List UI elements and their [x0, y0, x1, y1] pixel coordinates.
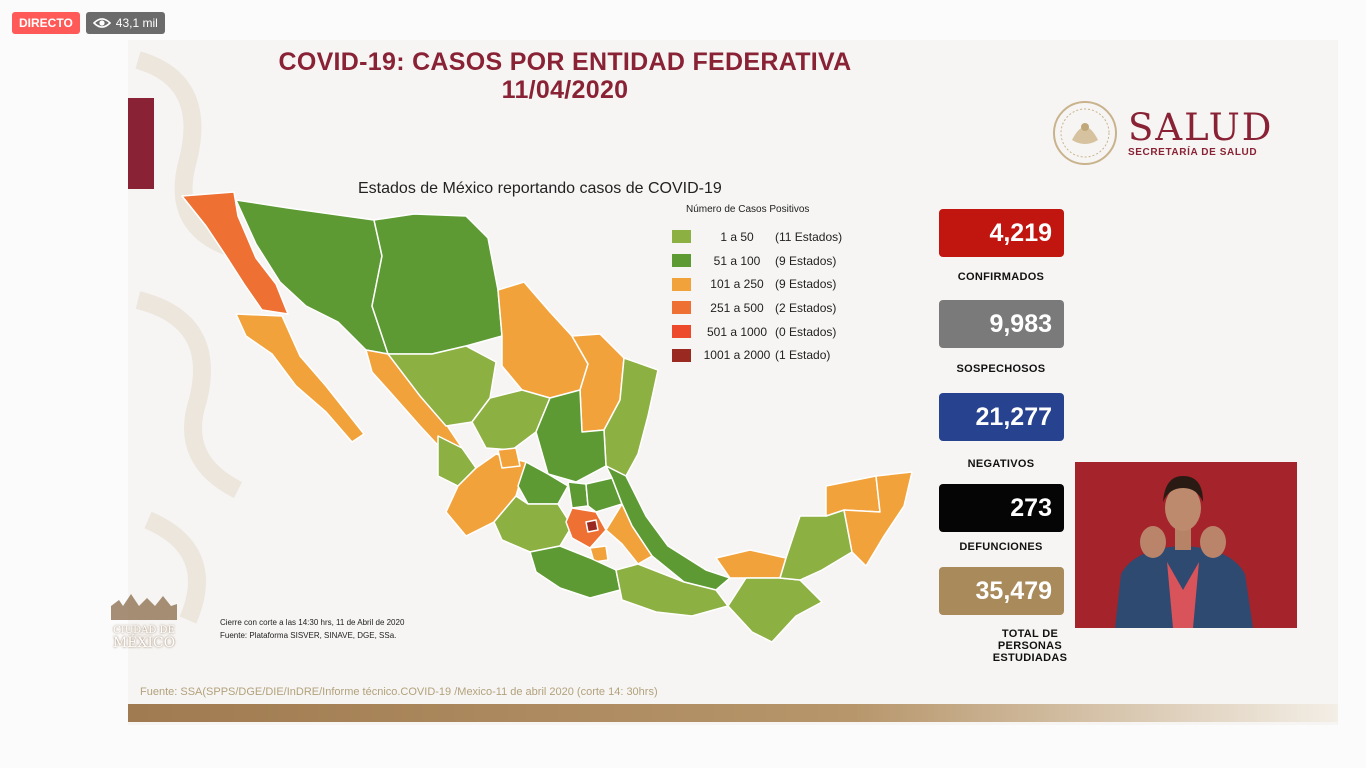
map-state-queretaro: [567, 481, 589, 509]
legend-swatch: [672, 230, 691, 244]
stat-label-total: TOTAL DE PERSONAS ESTUDIADAS: [975, 628, 1085, 664]
stat-label-total-line-2: PERSONAS: [997, 640, 1063, 652]
legend-item: 251 a 500 (2 Estados): [672, 296, 842, 320]
map-notes: Cierre con corte a las 14:30 hrs, 11 de …: [220, 616, 404, 642]
sign-language-interpreter-video: [1075, 462, 1297, 628]
ciudad-line-1: CIUDAD DE: [113, 625, 175, 636]
map-state-chihuahua: [371, 213, 503, 355]
stat-box-negativos: 21,277: [939, 393, 1064, 441]
legend-swatch: [672, 348, 691, 362]
map-title: Estados de México reportando casos de CO…: [358, 180, 722, 197]
map-state-cdmx: [585, 519, 599, 533]
legend-swatch: [672, 277, 691, 291]
legend-count: (9 Estados): [775, 253, 837, 268]
legend-range: 51 a 100: [713, 253, 761, 268]
stat-label-defunciones: DEFUNCIONES: [959, 541, 1043, 553]
bottom-gradient-bar: [128, 704, 1338, 722]
stat-value: 4,219: [989, 219, 1052, 247]
interpreter-figure: [1075, 462, 1297, 628]
stat-label-sospechosos: SOSPECHOSOS: [956, 363, 1046, 375]
map-state-morelos: [589, 545, 609, 563]
legend-item: 51 a 100 (9 Estados): [672, 249, 842, 273]
legend-range: 251 a 500: [710, 300, 764, 315]
legend-item: 1 a 50 (11 Estados): [672, 225, 842, 249]
eye-icon: [92, 18, 111, 28]
stat-box-confirmados: 4,219: [939, 209, 1064, 257]
map-state-oaxaca: [615, 563, 729, 617]
accent-bar: [128, 98, 154, 189]
logo-word: SALUD: [1128, 105, 1274, 149]
live-badge: DIRECTO: [12, 12, 80, 34]
stat-label-negativos: NEGATIVOS: [967, 458, 1035, 470]
stat-value: 21,277: [975, 403, 1052, 431]
legend-item: 501 a 1000 (0 Estados): [672, 320, 842, 344]
map-state-chiapas: [727, 577, 823, 643]
map-state-mexico: [565, 507, 607, 549]
stat-label-confirmados: CONFIRMADOS: [957, 271, 1045, 283]
map-legend: Número de Casos Positivos 1 a 50 (11 Est…: [672, 204, 842, 367]
map-state-tabasco: [715, 549, 787, 579]
stat-box-total: 35,479: [939, 567, 1064, 615]
legend-range: 501 a 1000: [706, 324, 768, 339]
map-state-quintana-roo: [843, 471, 913, 567]
legend-range: 1001 a 2000: [703, 348, 771, 363]
view-count: 43,1 mil: [115, 16, 158, 30]
legend-item: 1001 a 2000 (1 Estado): [672, 343, 842, 367]
legend-count: (1 Estado): [775, 348, 831, 363]
legend-swatch: [672, 301, 691, 315]
map-state-aguascalientes: [497, 447, 521, 469]
stat-box-defunciones: 273: [939, 484, 1064, 532]
logo-subtitle: SECRETARÍA DE SALUD: [1128, 146, 1258, 158]
mexico-map: [181, 191, 913, 643]
map-state-campeche: [779, 509, 853, 581]
salud-logo: SALUD SECRETARÍA DE SALUD: [1052, 100, 1273, 166]
national-seal-icon: [1053, 101, 1117, 165]
legend-count: (2 Estados): [775, 300, 837, 315]
legend-item: 101 a 250 (9 Estados): [672, 272, 842, 296]
legend-swatch: [672, 254, 691, 268]
ciudad-line-2: MÉXICO: [112, 635, 176, 651]
legend-title: Número de Casos Positivos: [686, 204, 810, 215]
title-date: 11/04/2020: [501, 76, 629, 104]
view-count-badge: 43,1 mil: [85, 12, 165, 34]
map-state-baja-california: [181, 191, 289, 315]
legend-range: 101 a 250: [710, 277, 764, 292]
slide-title: COVID-19: CASOS POR ENTIDAD FEDERATIVA 1…: [230, 48, 900, 104]
legend-range: 1 a 50: [720, 229, 754, 244]
map-state-hidalgo: [585, 477, 623, 513]
ciudad-de-mexico-logo: CIUDAD DE MÉXICO: [104, 590, 184, 650]
stream-badges: DIRECTO 43,1 mil: [12, 12, 165, 34]
stat-label-total-line-1: TOTAL DE: [1001, 628, 1059, 640]
stat-value: 273: [1010, 494, 1052, 522]
stat-label-total-line-3: ESTUDIADAS: [992, 652, 1068, 664]
legend-count: (0 Estados): [775, 324, 837, 339]
stat-value: 9,983: [989, 310, 1052, 338]
map-note-fuente: Fuente: Plataforma SISVER, SINAVE, DGE, …: [220, 631, 397, 640]
aztec-decoration: [135, 51, 243, 624]
skyline-icon: [111, 594, 177, 620]
title-line-1: COVID-19: CASOS POR ENTIDAD FEDERATIVA: [278, 48, 852, 76]
legend-count: (11 Estados): [775, 229, 843, 244]
stat-box-sospechosos: 9,983: [939, 300, 1064, 348]
legend-count: (9 Estados): [775, 277, 837, 292]
map-state-baja-california-sur: [235, 313, 365, 443]
source-footnote: Fuente: SSA(SPPS/DGE/DIE/InDRE/Informe t…: [140, 686, 658, 698]
legend-swatch: [672, 325, 691, 339]
stat-value: 35,479: [975, 577, 1052, 605]
map-note-cierre: Cierre con corte a las 14:30 hrs, 11 de …: [220, 618, 405, 627]
